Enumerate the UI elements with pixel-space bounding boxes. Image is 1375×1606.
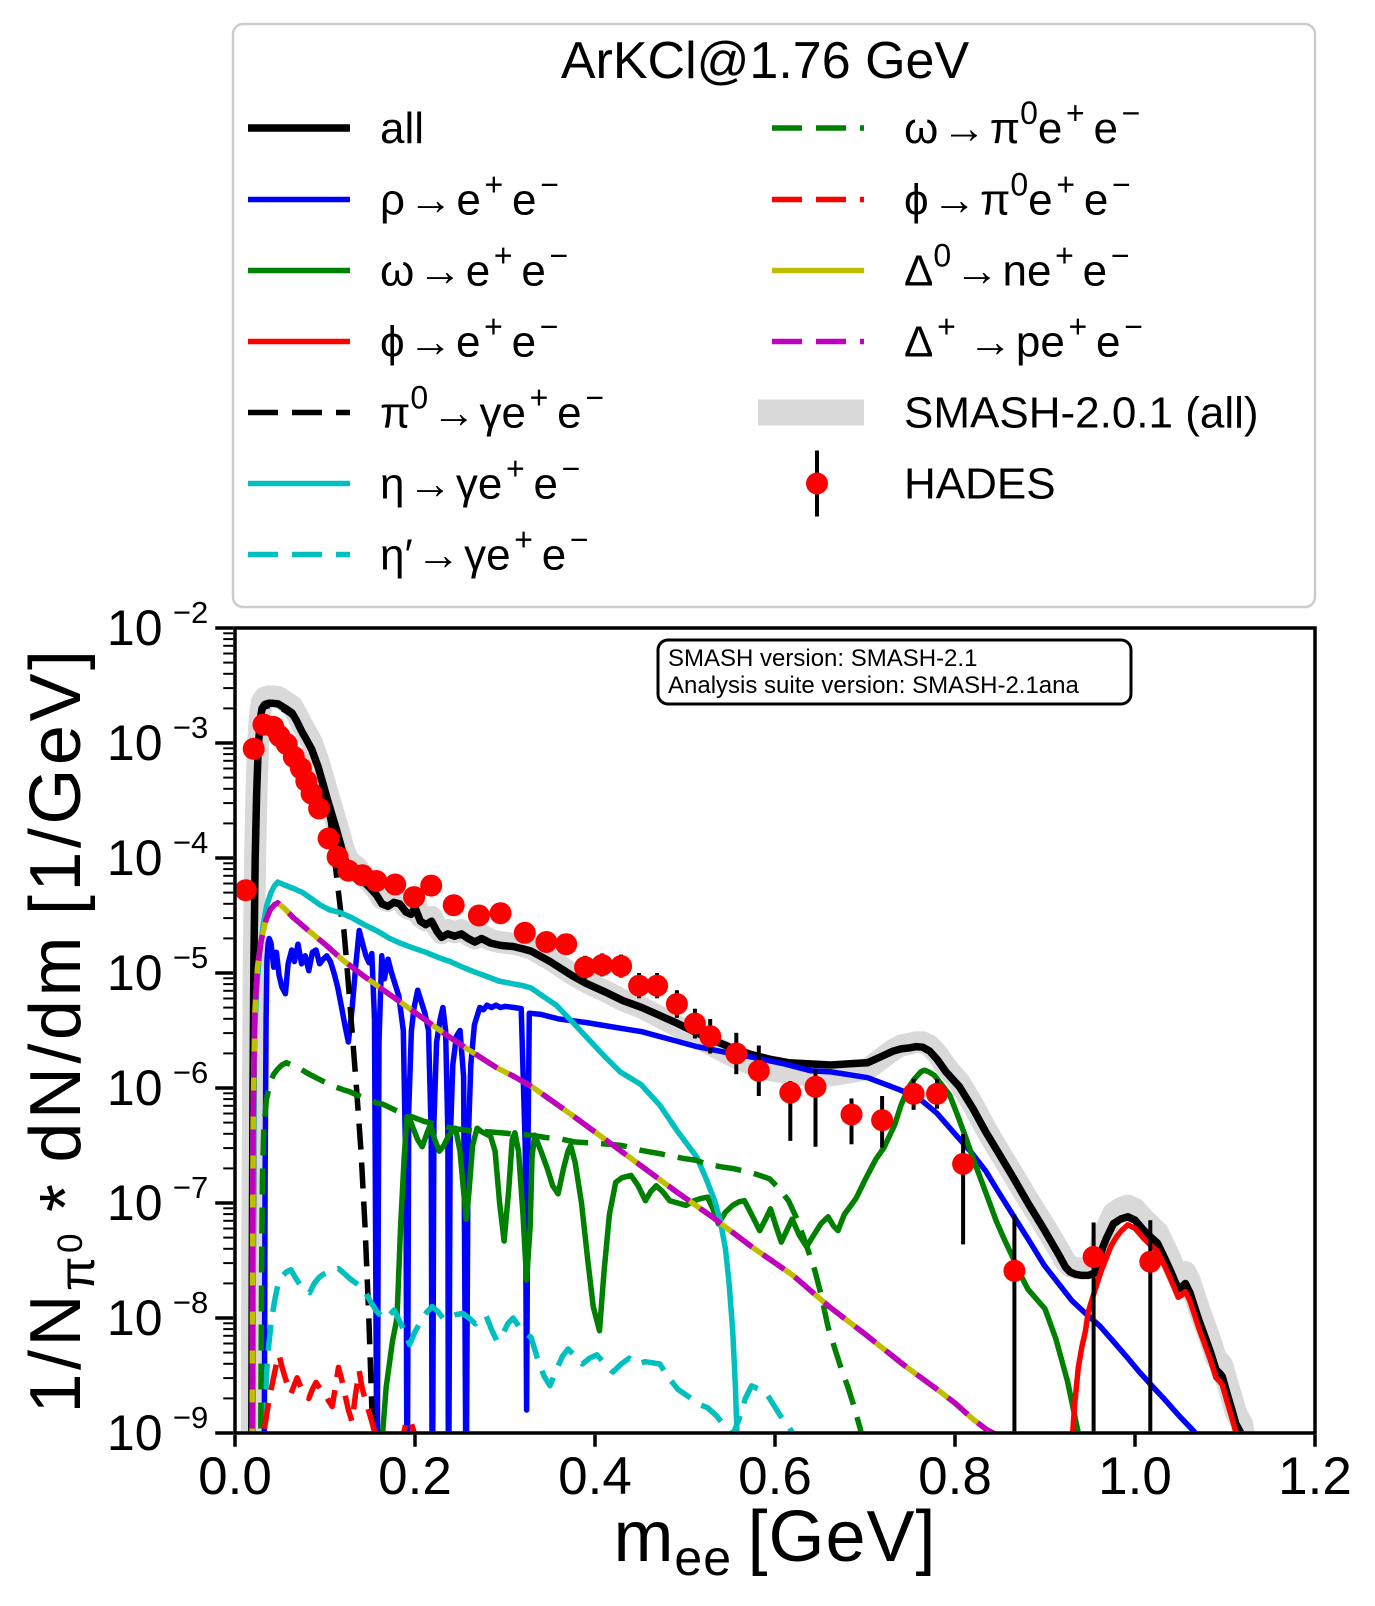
svg-text:ϕ → π0​e + e −: ϕ → π0​e + e −	[904, 167, 1139, 225]
svg-text:ω → π0​e + e −: ω → π0​e + e −	[904, 95, 1149, 153]
svg-text:10 −4: 10 −4	[107, 825, 208, 886]
svg-text:all: all	[380, 104, 424, 153]
svg-text:η′ → γe + e −: η′ → γe + e −	[380, 522, 597, 580]
svg-text:η → γe + e −: η → γe + e −	[380, 451, 589, 509]
svg-text:1/Nπ0 * dN/dm [1/GeV]: 1/Nπ0 * dN/dm [1/GeV]	[16, 647, 106, 1414]
svg-text:ρ → e + e −: ρ → e + e −	[380, 167, 568, 225]
svg-text:0.4: 0.4	[558, 1447, 632, 1506]
svg-text:mee [GeV]: mee [GeV]	[613, 1497, 936, 1586]
svg-text:10 −9: 10 −9	[107, 1400, 208, 1461]
svg-text:Analysis suite version: SMASH-: Analysis suite version: SMASH-2.1ana	[668, 672, 1080, 699]
svg-text:SMASH version: SMASH-2.1: SMASH version: SMASH-2.1	[668, 645, 977, 672]
svg-text:0.6: 0.6	[738, 1447, 812, 1506]
svg-text:SMASH-2.0.1 (all): SMASH-2.0.1 (all)	[904, 389, 1259, 438]
svg-text:ω → e + e −: ω → e + e −	[380, 238, 577, 296]
svg-text:1.2: 1.2	[1278, 1447, 1352, 1506]
svg-text:Δ0​ → ne + e −: Δ0​ → ne + e −	[904, 238, 1138, 296]
svg-text:HADES: HADES	[904, 460, 1056, 509]
svg-text:1.0: 1.0	[1098, 1447, 1172, 1506]
svg-text:ϕ → e + e −: ϕ → e + e −	[380, 309, 567, 367]
svg-text:ArKCl@1.76 GeV: ArKCl@1.76 GeV	[561, 32, 970, 90]
svg-text:0.2: 0.2	[378, 1447, 452, 1506]
svg-text:0.0: 0.0	[198, 1447, 272, 1506]
svg-text:0.8: 0.8	[918, 1447, 992, 1506]
